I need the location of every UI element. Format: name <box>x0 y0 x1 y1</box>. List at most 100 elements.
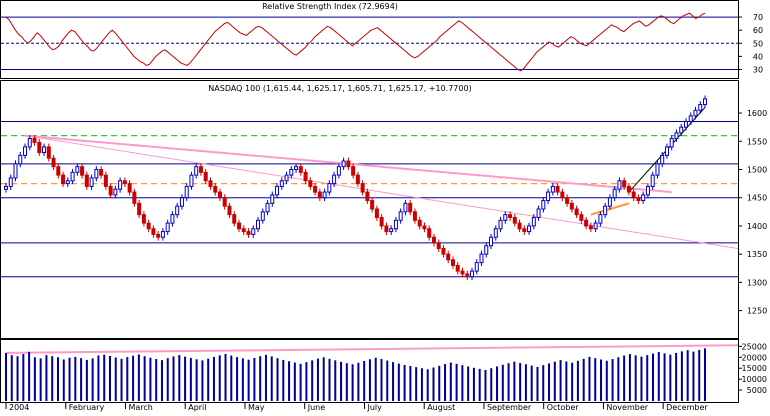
volume-bar <box>634 355 637 401</box>
volume-bar <box>542 365 545 401</box>
price-bar <box>598 211 603 227</box>
volume-bar <box>652 353 655 401</box>
volume-bar <box>524 364 527 401</box>
volume-bar <box>420 368 423 401</box>
volume-bar <box>230 355 233 401</box>
price-bar <box>227 202 232 219</box>
volume-bar <box>120 358 123 401</box>
volume-bar <box>588 356 591 401</box>
volume-bar <box>16 356 19 401</box>
volume-bar <box>374 357 377 401</box>
price-bar <box>660 151 665 168</box>
volume-bar <box>340 361 343 401</box>
price-bar <box>89 174 94 190</box>
volume-axis-ticks: 5000 10000 15000 20000 25000 <box>738 342 767 395</box>
volume-bar <box>351 364 354 401</box>
price-tick-label: 1500 <box>747 165 767 174</box>
volume-bar <box>675 352 678 401</box>
volume-bar <box>155 359 158 401</box>
price-bar <box>617 177 622 193</box>
price-bar <box>436 239 441 252</box>
volume-bar <box>368 359 371 401</box>
price-bar <box>560 188 565 202</box>
volume-bar <box>432 367 435 401</box>
price-bar <box>355 171 360 187</box>
volume-bar <box>692 351 695 401</box>
price-bar <box>484 242 489 258</box>
pink-trendline-thin <box>24 135 739 250</box>
price-bar <box>241 225 246 235</box>
price-bar <box>384 222 389 235</box>
volume-bar <box>328 358 331 401</box>
price-bar <box>294 163 299 173</box>
price-bar <box>365 188 370 204</box>
rsi-tick-label: 60 <box>753 26 763 35</box>
volume-bar <box>640 356 643 401</box>
volume-bar <box>415 367 418 401</box>
volume-bars-group <box>5 348 706 401</box>
price-bar <box>8 174 13 190</box>
volume-bar <box>195 359 198 401</box>
price-bar <box>460 267 465 278</box>
volume-bar <box>264 354 267 401</box>
price-bar <box>688 112 693 125</box>
price-bar <box>626 183 631 196</box>
volume-bar <box>149 357 152 401</box>
volume-bar <box>103 354 106 401</box>
price-bar <box>303 168 308 185</box>
volume-bar <box>444 364 447 401</box>
month-label: June <box>307 403 326 412</box>
price-bar <box>593 219 598 233</box>
volume-bar <box>166 358 169 401</box>
volume-bar <box>160 360 163 401</box>
price-tick-label: 1450 <box>747 194 767 203</box>
price-bar <box>698 101 703 114</box>
price-bar <box>256 216 261 233</box>
price-bar <box>198 163 203 176</box>
price-bar <box>427 225 432 241</box>
price-tick-label: 1300 <box>747 278 767 287</box>
volume-trendlines <box>5 344 739 354</box>
price-bar <box>479 250 484 267</box>
price-bar <box>527 222 532 235</box>
volume-bar <box>496 366 499 401</box>
volume-bar <box>386 360 389 401</box>
volume-bar <box>236 357 239 401</box>
price-bar <box>194 163 199 179</box>
price-bar <box>132 188 137 207</box>
price-bar <box>289 166 294 179</box>
volume-bar <box>189 357 192 401</box>
volume-bar <box>201 360 204 401</box>
volume-tick-label: 20000 <box>742 353 767 362</box>
price-panel <box>0 80 739 339</box>
volume-bar <box>548 363 551 401</box>
price-bar <box>631 188 636 202</box>
volume-bar <box>357 362 360 401</box>
volume-bar <box>426 369 429 401</box>
price-title: NASDAQ 100 (1,615.44, 1,625.17, 1,605.71… <box>208 84 471 93</box>
volume-bar <box>513 361 516 401</box>
price-bar <box>403 199 408 216</box>
volume-bar <box>438 365 441 401</box>
price-bar <box>574 205 579 219</box>
volume-bar <box>467 366 470 401</box>
price-bar <box>260 208 265 224</box>
price-bar <box>417 216 422 230</box>
volume-bar <box>698 349 701 401</box>
volume-bar <box>28 351 31 401</box>
volume-bar <box>212 356 215 401</box>
price-bar <box>346 157 351 171</box>
volume-bar <box>605 360 608 401</box>
price-bar <box>503 211 508 224</box>
price-bar <box>70 168 75 185</box>
volume-bar <box>316 358 319 401</box>
volume-bar <box>33 357 36 401</box>
volume-bar <box>137 354 140 401</box>
volume-bar <box>56 357 59 401</box>
price-bar <box>317 188 322 202</box>
price-bar <box>683 118 688 131</box>
price-bar <box>555 183 560 196</box>
volume-bar <box>519 362 522 401</box>
month-label: October <box>547 403 580 412</box>
